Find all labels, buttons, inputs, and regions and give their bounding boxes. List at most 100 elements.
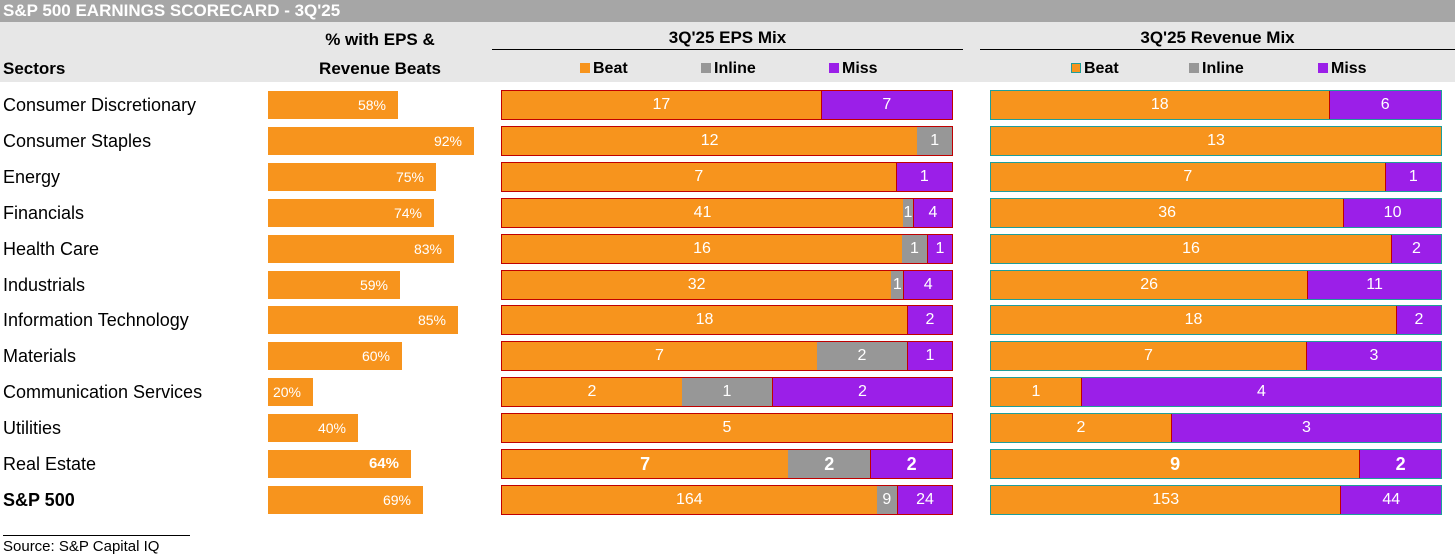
sectors-header: Sectors: [3, 59, 65, 79]
chart-title: S&P 500 EARNINGS SCORECARD - 3Q'25: [0, 0, 1455, 22]
rev-beat-segment: 18: [991, 306, 1396, 334]
eps-mix-bar: 12 1: [501, 126, 953, 156]
eps-beat-segment: 7: [502, 342, 817, 370]
pct-beat-bar: 59%: [268, 271, 400, 299]
rev-beat-segment: 18: [991, 91, 1329, 119]
pct-beat-bar: 83%: [268, 235, 454, 263]
eps-beat-segment: 164: [502, 486, 877, 514]
rev-beat-segment: 2: [991, 414, 1171, 442]
rev-header-underline: [980, 49, 1455, 50]
miss-swatch-icon: [829, 63, 839, 73]
inline-swatch-icon: [701, 63, 711, 73]
sector-label: Communication Services: [3, 378, 202, 406]
eps-miss-segment: 1: [927, 235, 952, 263]
rev-beat-segment: 26: [991, 271, 1307, 299]
eps-mix-bar: 32 1 4: [501, 270, 953, 300]
rev-beat-segment: 13: [991, 127, 1441, 155]
pct-beat-bar: 92%: [268, 127, 474, 155]
beat-swatch-icon: [580, 63, 590, 73]
rev-miss-segment: 6: [1329, 91, 1442, 119]
rev-mix-bar: 36 10: [990, 198, 1442, 228]
eps-miss-segment: 2: [772, 378, 952, 406]
rev-mix-bar: 18 2: [990, 305, 1442, 335]
eps-inline-segment: 1: [682, 378, 772, 406]
rev-legend-miss-label: Miss: [1331, 60, 1367, 77]
eps-inline-segment: 9: [877, 486, 898, 514]
rev-legend-beat-label: Beat: [1084, 60, 1119, 77]
pct-header-line2: Revenue Beats: [268, 59, 492, 79]
rev-beat-segment: 36: [991, 199, 1343, 227]
eps-mix-bar: 17 7: [501, 90, 953, 120]
eps-header-underline: [492, 49, 963, 50]
rev-beat-segment: 1: [991, 378, 1081, 406]
rev-mix-header: 3Q'25 Revenue Mix: [980, 28, 1455, 48]
sector-label: Real Estate: [3, 450, 96, 478]
rev-legend-inline: Inline: [1189, 59, 1244, 79]
rev-miss-segment: 3: [1171, 414, 1441, 442]
rev-miss-segment: 4: [1081, 378, 1441, 406]
pct-beat-bar: 75%: [268, 163, 436, 191]
rev-mix-bar: 153 44: [990, 485, 1442, 515]
pct-beat-bar: 85%: [268, 306, 458, 334]
source-note: Source: S&P Capital IQ: [3, 538, 159, 555]
eps-beat-segment: 5: [502, 414, 952, 442]
eps-beat-segment: 41: [502, 199, 903, 227]
rev-beat-segment: 7: [991, 342, 1306, 370]
eps-beat-segment: 7: [502, 450, 788, 478]
miss-swatch-icon: [1318, 63, 1328, 73]
eps-miss-segment: 2: [870, 450, 952, 478]
pct-beat-bar: 69%: [268, 486, 423, 514]
eps-inline-segment: 1: [902, 235, 927, 263]
eps-mix-bar: 164 9 24: [501, 485, 953, 515]
pct-header-line1: % with EPS &: [268, 30, 492, 50]
sector-label: Consumer Discretionary: [3, 91, 196, 119]
eps-mix-bar: 41 1 4: [501, 198, 953, 228]
inline-swatch-icon: [1189, 63, 1199, 73]
pct-beat-bar: 40%: [268, 414, 358, 442]
eps-beat-segment: 32: [502, 271, 891, 299]
pct-beat-bar: 60%: [268, 342, 402, 370]
eps-miss-segment: 1: [896, 163, 952, 191]
eps-beat-segment: 2: [502, 378, 682, 406]
sector-label: Materials: [3, 342, 76, 370]
sector-label: Health Care: [3, 235, 99, 263]
eps-legend-inline: Inline: [701, 59, 756, 79]
sector-label: Industrials: [3, 271, 85, 299]
eps-legend-miss: Miss: [829, 59, 878, 79]
eps-mix-bar: 18 2: [501, 305, 953, 335]
eps-mix-bar: 16 1 1: [501, 234, 953, 264]
rev-miss-segment: 2: [1391, 235, 1441, 263]
rev-miss-segment: 3: [1306, 342, 1441, 370]
eps-inline-segment: 1: [891, 271, 903, 299]
rev-miss-segment: 2: [1396, 306, 1441, 334]
eps-legend-inline-label: Inline: [714, 60, 756, 77]
eps-inline-segment: 2: [817, 342, 907, 370]
source-divider: [3, 535, 190, 536]
rev-mix-bar: 26 11: [990, 270, 1442, 300]
sector-label: Consumer Staples: [3, 127, 151, 155]
sector-label: Information Technology: [3, 306, 189, 334]
pct-beat-bar: 20%: [268, 378, 313, 406]
rev-mix-bar: 71: [990, 162, 1442, 192]
eps-beat-segment: 18: [502, 306, 907, 334]
eps-mix-bar: 71: [501, 162, 953, 192]
eps-legend-beat-label: Beat: [593, 60, 628, 77]
eps-mix-header: 3Q'25 EPS Mix: [492, 28, 963, 48]
eps-beat-segment: 12: [502, 127, 917, 155]
rev-beat-segment: 9: [991, 450, 1359, 478]
sector-label: Utilities: [3, 414, 61, 442]
eps-inline-segment: 2: [788, 450, 870, 478]
rev-miss-segment: 44: [1340, 486, 1441, 514]
rev-mix-bar: 16 2: [990, 234, 1442, 264]
pct-beat-bar: 74%: [268, 199, 434, 227]
rev-miss-segment: 10: [1343, 199, 1441, 227]
eps-legend-miss-label: Miss: [842, 60, 878, 77]
sector-label: S&P 500: [3, 486, 75, 514]
